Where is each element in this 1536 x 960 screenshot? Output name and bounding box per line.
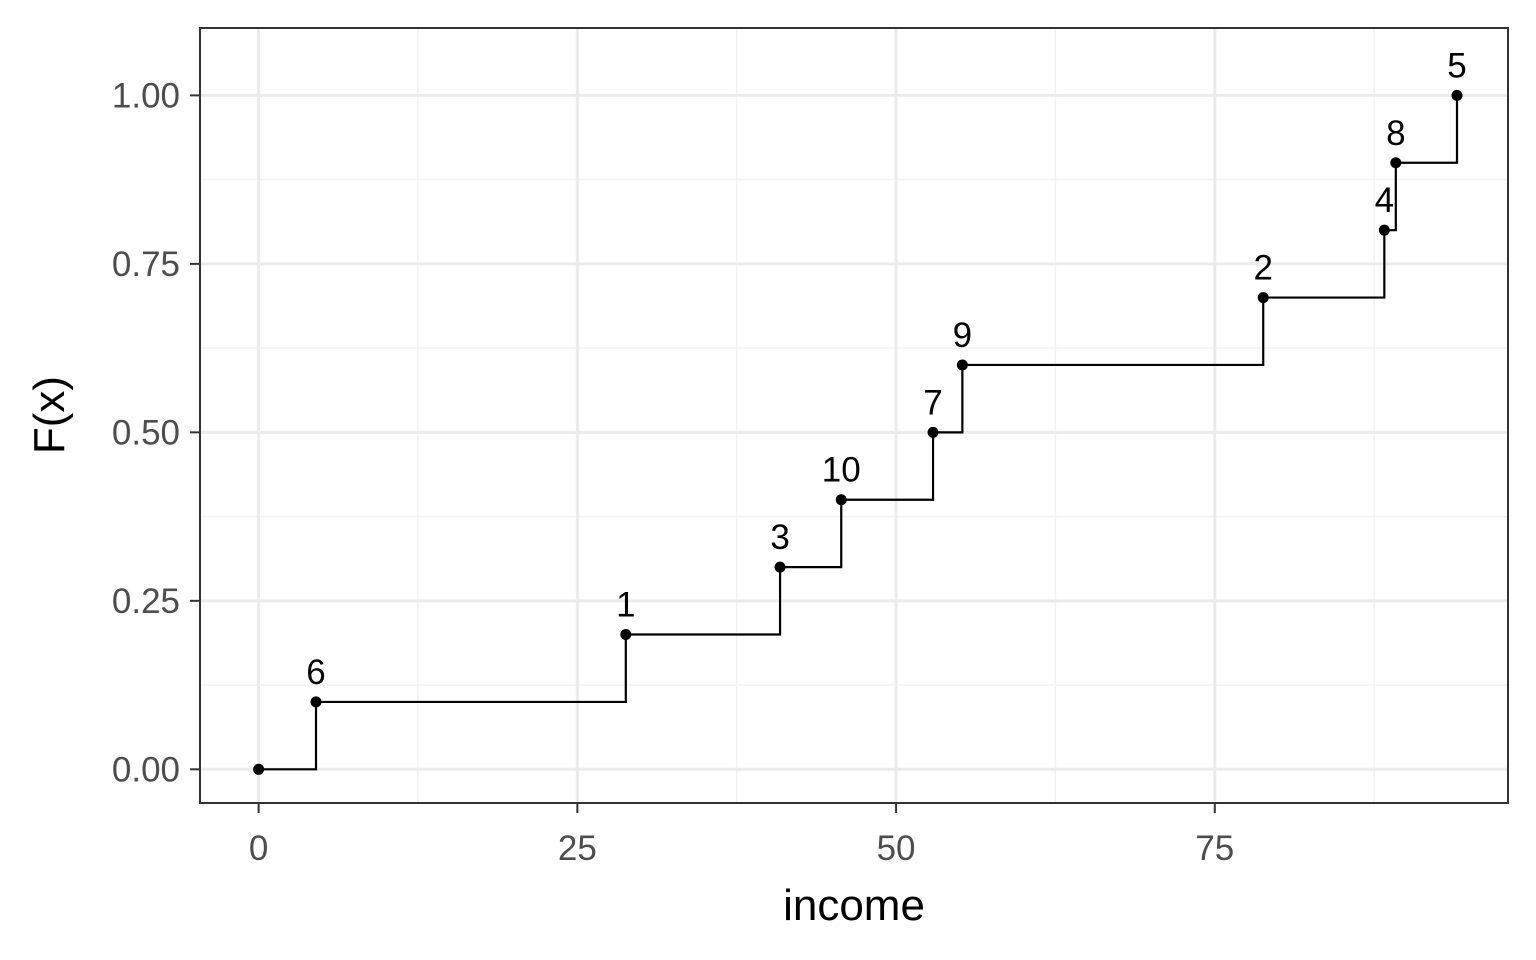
x-tick-label: 0 bbox=[249, 829, 268, 868]
minor-grid bbox=[200, 28, 1508, 803]
x-axis-ticks: 0 25 50 75 bbox=[249, 803, 1234, 868]
y-tick-label: 0.50 bbox=[112, 413, 180, 452]
x-tick-label: 75 bbox=[1195, 829, 1234, 868]
major-grid bbox=[200, 28, 1508, 803]
point-label: 7 bbox=[923, 383, 942, 422]
data-point bbox=[1451, 89, 1463, 101]
x-tick-label: 50 bbox=[877, 829, 916, 868]
data-point bbox=[253, 763, 265, 775]
point-labels-group: 6 1 3 10 79 2 4 8 5 bbox=[306, 46, 1466, 692]
point-label: 9 bbox=[953, 316, 972, 355]
data-point bbox=[835, 494, 847, 506]
point-label: 2 bbox=[1253, 249, 1272, 288]
point-label: 6 bbox=[306, 653, 325, 692]
y-tick-label: 0.00 bbox=[112, 750, 180, 789]
data-point bbox=[1390, 157, 1402, 169]
data-point bbox=[620, 629, 632, 641]
data-point bbox=[310, 696, 322, 708]
y-axis-title: F(x) bbox=[25, 376, 74, 454]
point-label: 1 bbox=[616, 586, 635, 625]
y-tick-label: 1.00 bbox=[112, 76, 180, 115]
points-group bbox=[253, 89, 1463, 775]
y-axis-ticks: 0.00 0.25 0.50 0.75 1.00 bbox=[112, 76, 200, 789]
data-point bbox=[774, 561, 786, 573]
point-label: 3 bbox=[770, 518, 789, 557]
point-label: 10 bbox=[822, 451, 861, 490]
data-point bbox=[1257, 292, 1269, 304]
panel-border bbox=[199, 27, 1509, 804]
y-tick-label: 0.25 bbox=[112, 582, 180, 621]
x-tick-label: 25 bbox=[558, 829, 597, 868]
y-tick-label: 0.75 bbox=[112, 245, 180, 284]
data-point bbox=[1378, 224, 1390, 236]
point-label: 5 bbox=[1447, 46, 1466, 85]
point-label: 4 bbox=[1375, 181, 1394, 220]
data-point bbox=[956, 359, 968, 371]
data-point bbox=[927, 426, 939, 438]
point-label: 8 bbox=[1386, 114, 1405, 153]
x-axis-title: income bbox=[783, 881, 925, 930]
